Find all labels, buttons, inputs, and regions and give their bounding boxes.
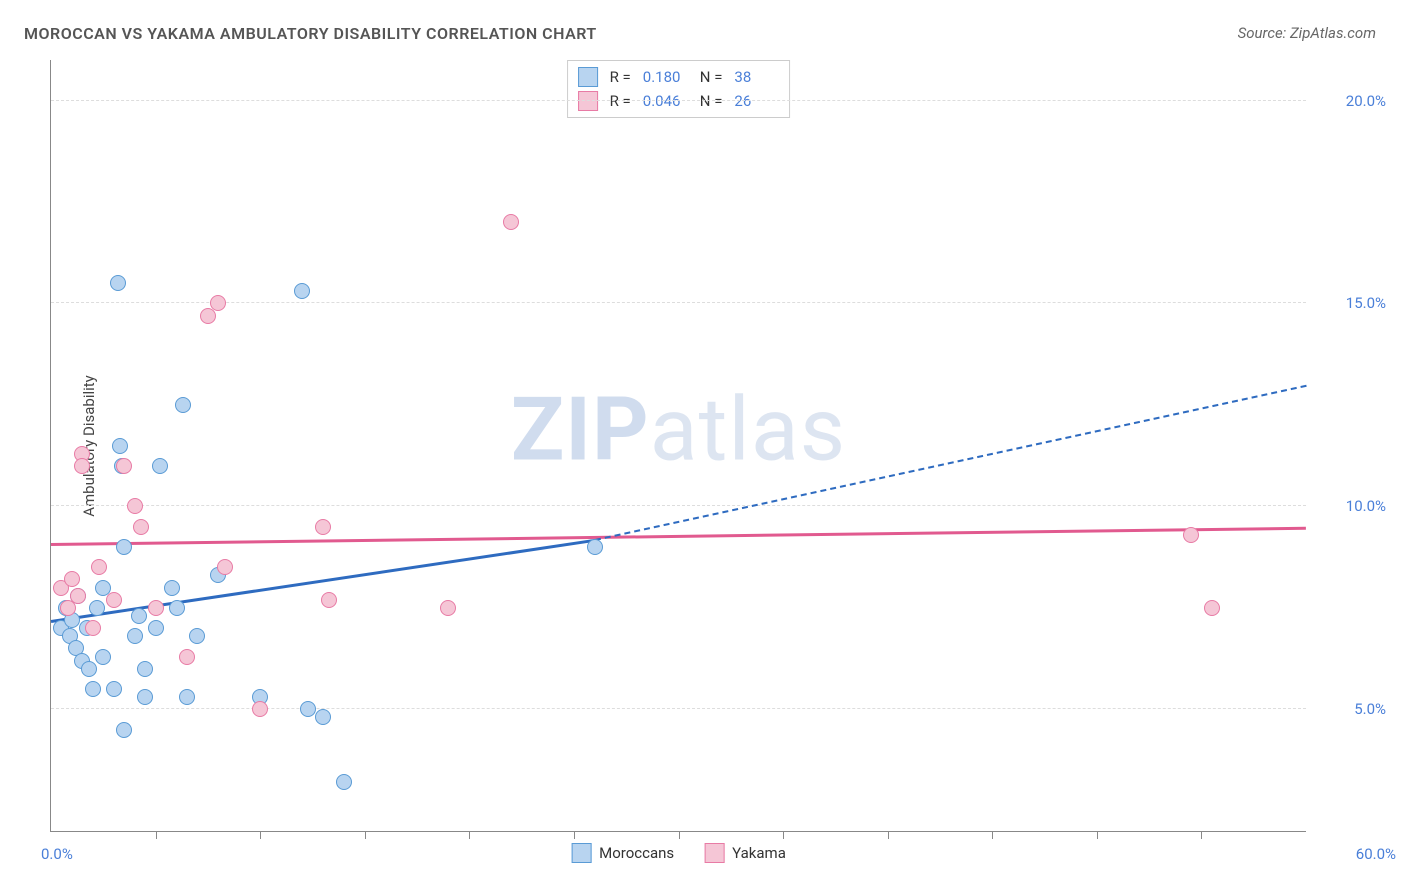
data-point bbox=[321, 592, 337, 608]
x-tick bbox=[1201, 831, 1202, 839]
data-point bbox=[315, 709, 331, 725]
x-tick bbox=[260, 831, 261, 839]
swatch-yakama-icon bbox=[704, 843, 724, 863]
y-tick-label: 20.0% bbox=[1316, 92, 1386, 110]
data-point bbox=[164, 580, 180, 596]
gridline bbox=[51, 100, 1306, 101]
data-point bbox=[110, 275, 126, 291]
data-point bbox=[294, 283, 310, 299]
data-point bbox=[64, 571, 80, 587]
x-axis-max-label: 60.0% bbox=[1356, 845, 1396, 863]
x-tick bbox=[365, 831, 366, 839]
data-point bbox=[85, 681, 101, 697]
gridline bbox=[51, 302, 1306, 303]
data-point bbox=[1183, 527, 1199, 543]
stats-row-moroccans: R = 0.180 N = 38 bbox=[578, 65, 780, 89]
data-point bbox=[91, 559, 107, 575]
data-point bbox=[440, 600, 456, 616]
trend-line bbox=[51, 527, 1306, 546]
data-point bbox=[137, 689, 153, 705]
data-point bbox=[127, 628, 143, 644]
data-point bbox=[300, 701, 316, 717]
y-tick-label: 5.0% bbox=[1316, 700, 1386, 718]
x-tick bbox=[992, 831, 993, 839]
watermark: ZIPatlas bbox=[511, 379, 846, 482]
x-tick bbox=[783, 831, 784, 839]
data-point bbox=[148, 600, 164, 616]
gridline bbox=[51, 708, 1306, 709]
x-tick bbox=[469, 831, 470, 839]
data-point bbox=[85, 620, 101, 636]
legend-item-moroccans: Moroccans bbox=[571, 843, 674, 863]
legend-item-yakama: Yakama bbox=[704, 843, 786, 863]
x-tick bbox=[888, 831, 889, 839]
data-point bbox=[70, 588, 86, 604]
data-point bbox=[315, 519, 331, 535]
data-point bbox=[89, 600, 105, 616]
y-tick-label: 15.0% bbox=[1316, 294, 1386, 312]
chart-source: Source: ZipAtlas.com bbox=[1238, 24, 1376, 42]
swatch-moroccans bbox=[578, 67, 598, 87]
data-point bbox=[179, 649, 195, 665]
data-point bbox=[106, 681, 122, 697]
chart-title: MOROCCAN VS YAKAMA AMBULATORY DISABILITY… bbox=[24, 24, 597, 43]
trend-line bbox=[595, 385, 1307, 541]
data-point bbox=[189, 628, 205, 644]
data-point bbox=[175, 397, 191, 413]
x-tick bbox=[574, 831, 575, 839]
data-point bbox=[116, 722, 132, 738]
swatch-yakama bbox=[578, 91, 598, 111]
data-point bbox=[127, 498, 143, 514]
data-point bbox=[1204, 600, 1220, 616]
x-tick bbox=[156, 831, 157, 839]
data-point bbox=[133, 519, 149, 535]
plot-area: ZIPatlas R = 0.180 N = 38 R = 0.046 N = … bbox=[50, 60, 1306, 832]
data-point bbox=[169, 600, 185, 616]
x-tick bbox=[679, 831, 680, 839]
x-tick bbox=[1097, 831, 1098, 839]
legend: Moroccans Yakama bbox=[571, 843, 786, 863]
data-point bbox=[106, 592, 122, 608]
data-point bbox=[116, 458, 132, 474]
stats-box: R = 0.180 N = 38 R = 0.046 N = 26 bbox=[567, 60, 791, 118]
swatch-moroccans-icon bbox=[571, 843, 591, 863]
gridline bbox=[51, 505, 1306, 506]
y-tick-label: 10.0% bbox=[1316, 497, 1386, 515]
data-point bbox=[74, 458, 90, 474]
data-point bbox=[152, 458, 168, 474]
data-point bbox=[131, 608, 147, 624]
data-point bbox=[179, 689, 195, 705]
data-point bbox=[81, 661, 97, 677]
data-point bbox=[217, 559, 233, 575]
data-point bbox=[210, 295, 226, 311]
data-point bbox=[252, 701, 268, 717]
data-point bbox=[112, 438, 128, 454]
x-axis-min-label: 0.0% bbox=[41, 845, 73, 863]
data-point bbox=[95, 649, 111, 665]
stats-row-yakama: R = 0.046 N = 26 bbox=[578, 89, 780, 113]
data-point bbox=[137, 661, 153, 677]
data-point bbox=[587, 539, 603, 555]
data-point bbox=[148, 620, 164, 636]
data-point bbox=[503, 214, 519, 230]
data-point bbox=[116, 539, 132, 555]
data-point bbox=[336, 774, 352, 790]
